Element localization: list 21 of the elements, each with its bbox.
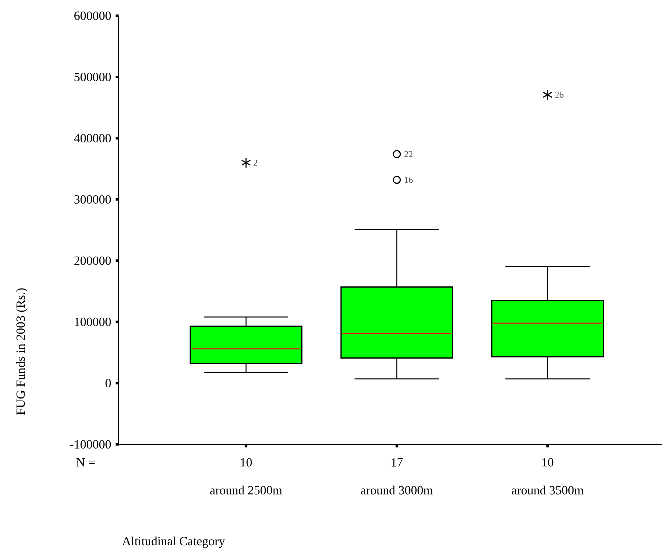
annotation: 2	[254, 160, 258, 166]
y-tick-label: 100000	[75, 318, 112, 326]
y-axis-title: FUG Funds in 2003 (Rs.)	[16, 288, 28, 415]
y-tick-label: -100000	[70, 440, 112, 449]
x-tick-label: around 3500m	[512, 486, 584, 494]
annotation: 22	[404, 151, 413, 158]
annotation: 16	[405, 176, 413, 183]
y-tick-label: 400000	[74, 134, 112, 142]
text: N =	[76, 458, 95, 466]
x-axis-title: Altitudinal Category	[122, 536, 226, 548]
y-tick-label: 600000	[74, 12, 112, 20]
y-tick-label: 300000	[74, 195, 112, 204]
x-tick-label: around 3000m	[361, 486, 434, 494]
x-tick-label: around 2500m	[210, 486, 282, 494]
annotation: 26	[555, 92, 564, 98]
y-tick-label: 500000	[74, 72, 112, 82]
annotation: 17	[392, 458, 403, 466]
annotation: 10	[542, 458, 554, 467]
y-tick-label: 200000	[74, 256, 112, 265]
y-tick-label: 0	[106, 378, 112, 388]
annotation: 10	[241, 458, 252, 467]
